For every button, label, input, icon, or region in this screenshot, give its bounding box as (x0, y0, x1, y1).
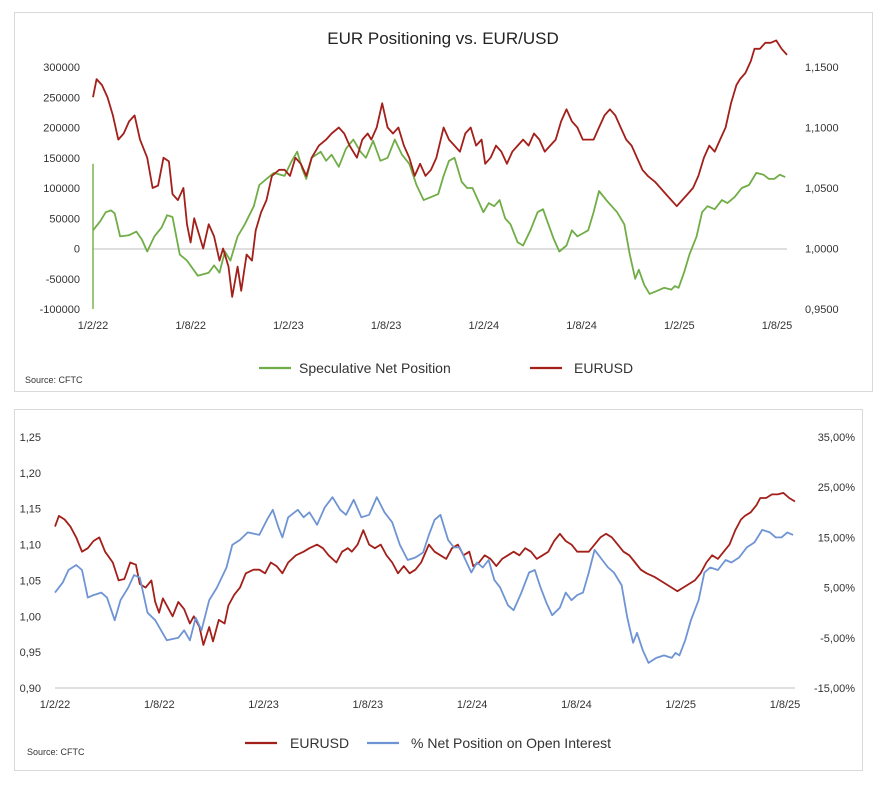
x-tick-label: 1/8/24 (566, 320, 597, 332)
x-tick-label: 1/2/23 (273, 320, 304, 332)
y-left-tick-label: 1,20 (20, 468, 41, 480)
x-tick-label: 1/8/24 (561, 699, 592, 711)
y-left-tick-label: 1,25 (20, 432, 41, 444)
y-right-tick-label: 1,0500 (805, 183, 839, 195)
legend-label: Speculative Net Position (299, 360, 451, 376)
series-line-net-position-on-open-interest (54, 496, 794, 664)
legend-label: % Net Position on Open Interest (411, 735, 611, 751)
y-left-tick-label: -100000 (40, 304, 80, 316)
y-left-tick-label: 300000 (43, 62, 80, 74)
x-tick-label: 1/2/25 (665, 699, 696, 711)
x-tick-label: 1/8/22 (144, 699, 175, 711)
source-note: Source: CFTC (27, 747, 85, 757)
x-tick-label: 1/2/25 (664, 320, 695, 332)
y-right-tick-label: 1,1000 (805, 123, 839, 135)
y-left-tick-label: 200000 (43, 123, 80, 135)
series-line-eurusd (54, 492, 796, 646)
y-right-tick-label: -5,00% (820, 633, 855, 645)
y-right-tick-label: 1,0000 (805, 244, 839, 256)
x-tick-label: 1/2/23 (248, 699, 279, 711)
x-tick-label: 1/2/22 (78, 320, 109, 332)
y-left-tick-label: 250000 (43, 92, 80, 104)
y-right-tick-label: 5,00% (824, 583, 855, 595)
y-left-tick-label: 100000 (43, 183, 80, 195)
y-left-tick-label: 150000 (43, 153, 80, 165)
y-left-tick-label: 0,95 (20, 647, 41, 659)
y-right-tick-label: 0,9500 (805, 304, 839, 316)
x-tick-label: 1/8/23 (371, 320, 402, 332)
y-left-tick-label: 0,90 (20, 683, 41, 695)
y-right-tick-label: 25,00% (818, 482, 856, 494)
x-tick-label: 1/2/24 (457, 699, 488, 711)
y-left-tick-label: 1,00 (20, 611, 41, 623)
y-left-tick-label: 0 (74, 244, 80, 256)
chart-open-interest: 1,25 1,20 1,15 1,10 1,05 1,00 0,95 0,90 35,00% 25… (20, 432, 856, 757)
legend-label: EURUSD (290, 735, 349, 751)
x-tick-label: 1/8/23 (353, 699, 384, 711)
y-right-tick-label: 35,00% (818, 432, 856, 444)
source-note: Source: CFTC (25, 375, 83, 385)
series-line-eurusd (92, 39, 788, 298)
y-right-tick-label: 15,00% (818, 532, 856, 544)
y-right-tick-label: -15,00% (814, 683, 855, 695)
chart-title: EUR Positioning vs. EUR/USD (327, 29, 558, 48)
y-left-tick-label: 1,05 (20, 575, 41, 587)
x-tick-label: 1/8/25 (770, 699, 801, 711)
x-tick-label: 1/8/25 (762, 320, 793, 332)
y-left-tick-label: -50000 (46, 274, 80, 286)
series-line-speculative-net-position (92, 138, 786, 295)
chart-panel-open-interest: 1,25 1,20 1,15 1,10 1,05 1,00 0,95 0,90 35,00% 25… (14, 409, 863, 771)
x-tick-label: 1/2/22 (40, 699, 71, 711)
y-left-tick-label: 1,15 (20, 504, 41, 516)
legend-label: EURUSD (574, 360, 633, 376)
y-left-tick-label: 50000 (49, 213, 80, 225)
chart-panel-positioning: EUR Positioning vs. EUR/USD 300000 250000… (14, 12, 873, 392)
y-right-tick-label: 1,1500 (805, 62, 839, 74)
x-tick-label: 1/8/22 (175, 320, 206, 332)
chart-positioning: EUR Positioning vs. EUR/USD 300000 250000… (25, 29, 839, 385)
y-left-tick-label: 1,10 (20, 540, 41, 552)
x-tick-label: 1/2/24 (469, 320, 500, 332)
